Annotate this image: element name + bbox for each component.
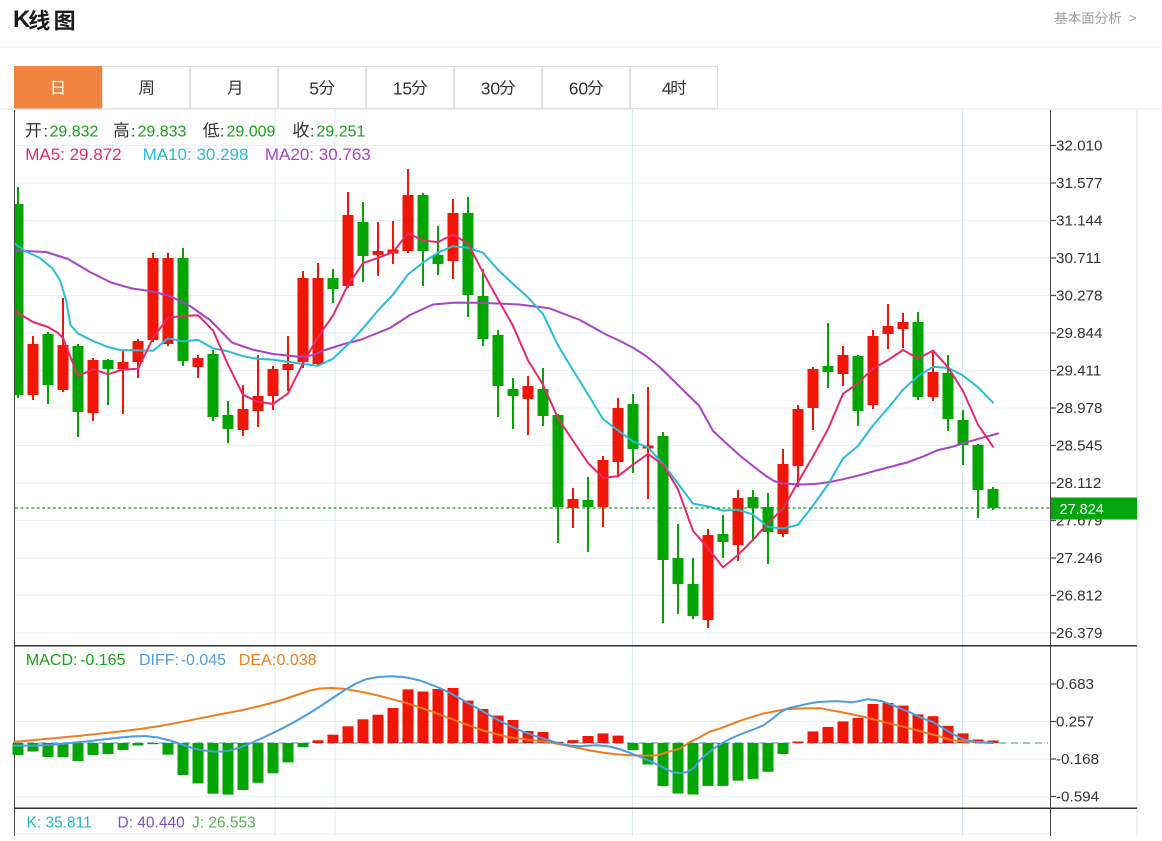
- svg-text:4: 4: [662, 79, 672, 99]
- svg-text:31.577: 31.577: [1056, 175, 1102, 192]
- svg-text:-0.165: -0.165: [80, 652, 125, 669]
- svg-text:28.112: 28.112: [1056, 475, 1101, 492]
- svg-text:-0.168: -0.168: [1056, 751, 1099, 768]
- svg-text::: :: [310, 124, 314, 141]
- svg-text:28.978: 28.978: [1056, 400, 1102, 417]
- svg-text:29.009: 29.009: [227, 124, 276, 141]
- svg-text:30.711: 30.711: [1056, 250, 1101, 267]
- svg-text:K: 35.811: K: 35.811: [27, 815, 92, 832]
- svg-text:29.832: 29.832: [50, 124, 99, 141]
- svg-text:-0.045: -0.045: [181, 652, 226, 669]
- svg-text:MA5: 29.872: MA5: 29.872: [25, 145, 121, 164]
- svg-text:27.246: 27.246: [1056, 550, 1102, 567]
- svg-text:29.833: 29.833: [138, 124, 187, 141]
- svg-text:0.683: 0.683: [1056, 676, 1094, 693]
- svg-text:J: 26.553: J: 26.553: [192, 815, 256, 832]
- svg-text:26.812: 26.812: [1056, 588, 1102, 605]
- svg-text:0.257: 0.257: [1056, 714, 1094, 731]
- svg-text::: :: [131, 124, 135, 141]
- svg-text:30.278: 30.278: [1056, 288, 1102, 305]
- svg-text:K: K: [13, 6, 31, 33]
- svg-text:>: >: [1129, 11, 1137, 26]
- svg-text::: :: [44, 124, 48, 141]
- svg-text:31.144: 31.144: [1056, 213, 1102, 230]
- svg-text:29.844: 29.844: [1056, 325, 1102, 342]
- svg-text:MACD:: MACD:: [26, 652, 78, 669]
- svg-text:27.824: 27.824: [1060, 502, 1104, 518]
- svg-text:26.379: 26.379: [1056, 625, 1102, 642]
- svg-text:60: 60: [569, 79, 589, 99]
- svg-text:D: 40.440: D: 40.440: [118, 815, 186, 832]
- svg-text:32.010: 32.010: [1056, 138, 1102, 155]
- svg-text:-0.594: -0.594: [1056, 789, 1099, 806]
- svg-text:DIFF:: DIFF:: [139, 652, 179, 669]
- svg-text:5: 5: [309, 79, 319, 99]
- svg-text:MA10: 30.298: MA10: 30.298: [143, 145, 249, 164]
- svg-text:15: 15: [393, 79, 412, 99]
- svg-text:DEA:: DEA:: [239, 652, 276, 669]
- svg-text:28.545: 28.545: [1056, 438, 1102, 455]
- svg-text:30: 30: [481, 79, 501, 99]
- svg-text:MA20: 30.763: MA20: 30.763: [265, 145, 371, 164]
- svg-text::: :: [220, 124, 224, 141]
- svg-text:29.251: 29.251: [317, 124, 366, 141]
- svg-text:29.411: 29.411: [1056, 363, 1101, 380]
- svg-text:0.038: 0.038: [277, 652, 317, 669]
